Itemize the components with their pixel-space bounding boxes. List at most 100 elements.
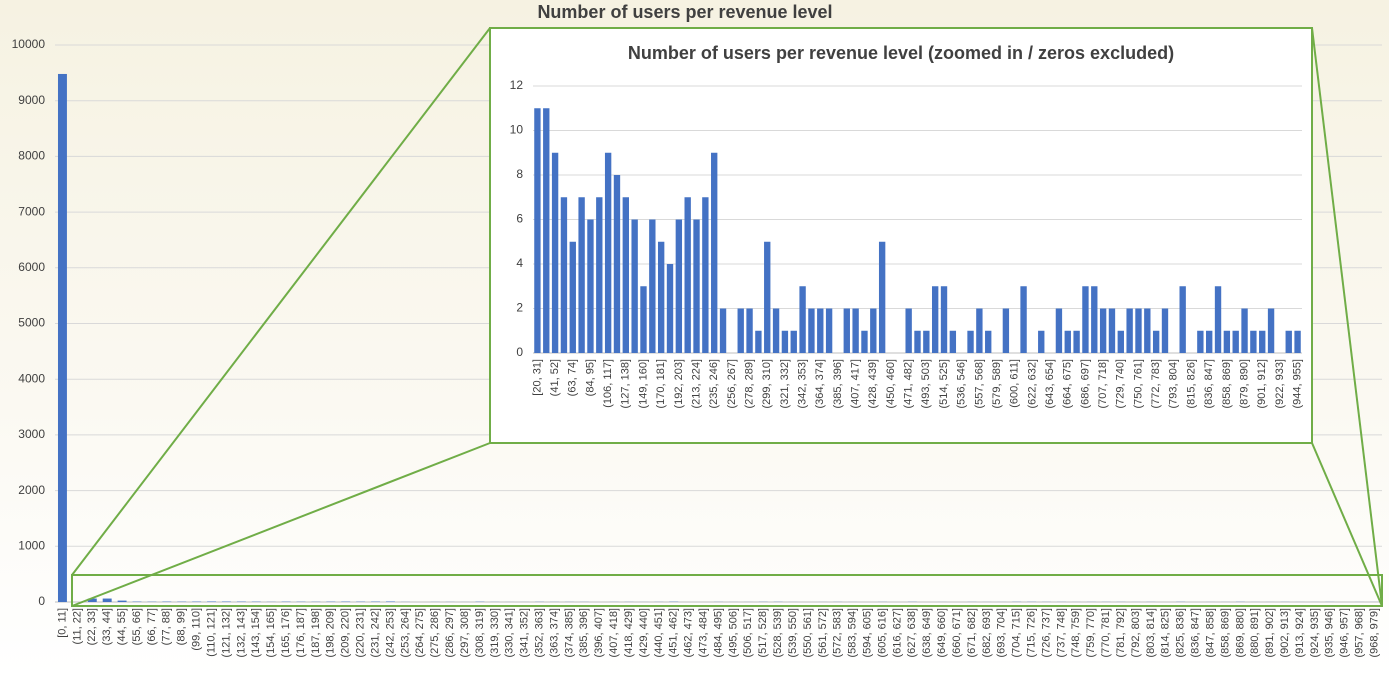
bar [940, 286, 948, 353]
bar [1232, 330, 1239, 353]
bar [1020, 286, 1027, 353]
x-tick-label: (66, 77] [146, 608, 158, 645]
x-tick-label: (579, 589] [991, 359, 1003, 409]
bar [799, 286, 806, 353]
y-tick-label: 2000 [18, 483, 45, 497]
x-tick-label: (572, 583] [832, 608, 844, 658]
bar [1144, 308, 1151, 353]
bar [1250, 330, 1257, 353]
bar [914, 330, 921, 353]
x-tick-label: (231, 242] [369, 608, 381, 658]
x-tick-label: (750, 761] [1132, 359, 1144, 409]
x-tick-label: (342, 353] [796, 359, 808, 409]
bar [102, 598, 112, 602]
x-tick-label: (495, 506] [727, 608, 739, 658]
x-tick-label: (341, 352] [519, 608, 531, 658]
bar [843, 308, 850, 353]
bar [967, 330, 974, 353]
bar [657, 241, 665, 353]
x-tick-label: (913, 924] [1294, 608, 1306, 658]
bar [1267, 308, 1275, 353]
inset-chart: Number of users per revenue level (zoome… [510, 43, 1304, 409]
bar [604, 152, 612, 353]
x-tick-label: (594, 605] [862, 608, 874, 658]
zoom-line [71, 442, 491, 607]
x-tick-label: (707, 718] [1097, 359, 1109, 409]
x-tick-label: (686, 697] [1079, 359, 1091, 409]
bar [1285, 330, 1292, 353]
x-tick-label: (902, 913] [1279, 608, 1291, 658]
bar [870, 308, 877, 353]
x-tick-label: (192, 203] [673, 359, 685, 409]
bar [1064, 330, 1071, 353]
x-tick-label: (836, 847] [1190, 608, 1202, 658]
x-tick-label: (264, 275] [414, 608, 426, 658]
bar [702, 197, 709, 353]
x-tick-label: (891, 902] [1264, 608, 1276, 658]
x-tick-label: (385, 396] [578, 608, 590, 658]
x-tick-label: [20, 31] [531, 359, 543, 396]
x-tick-label: (561, 572] [817, 608, 829, 658]
x-tick-label: (256, 267] [726, 359, 738, 409]
x-tick-label: (493, 503] [920, 359, 932, 409]
bar [808, 308, 815, 353]
bar [693, 219, 700, 353]
bar [622, 197, 629, 353]
y-tick-label: 10000 [12, 37, 46, 51]
x-tick-label: (622, 632] [1026, 359, 1038, 409]
x-tick-label: (374, 385] [563, 608, 575, 658]
bar [1259, 330, 1266, 353]
bar [1206, 330, 1213, 353]
x-tick-label: (946, 957] [1339, 608, 1351, 658]
x-tick-label: (462, 473] [683, 608, 695, 658]
x-tick-label: (396, 407] [593, 608, 605, 658]
x-tick-label: (957, 968] [1354, 608, 1366, 658]
x-tick-label: (364, 374] [814, 359, 826, 409]
x-tick-label: (484, 495] [712, 608, 724, 658]
x-tick-label: (825, 836] [1175, 608, 1187, 658]
bar [649, 219, 656, 353]
x-tick-label: (517, 528] [757, 608, 769, 658]
bar [1082, 286, 1089, 353]
x-tick-label: (154, 165] [265, 608, 277, 658]
x-tick-label: (528, 539] [772, 608, 784, 658]
x-tick-label: (253, 264] [399, 608, 411, 658]
x-tick-label: (278, 289] [743, 359, 755, 409]
bar [386, 601, 395, 602]
bar [207, 601, 217, 602]
bar [931, 286, 939, 353]
bar [923, 330, 930, 353]
bar [543, 108, 550, 353]
x-tick-label: (792, 803] [1130, 608, 1142, 658]
x-tick-label: (299, 310] [761, 359, 773, 409]
x-tick-label: (407, 417] [850, 359, 862, 409]
x-tick-label: (772, 783] [1150, 359, 1162, 409]
x-tick-label: (759, 770] [1085, 608, 1097, 658]
x-tick-label: (88, 99] [176, 608, 188, 645]
x-tick-label: (22, 33] [86, 608, 98, 645]
x-tick-label: (944, 955] [1291, 359, 1303, 409]
bar [1241, 308, 1248, 353]
x-tick-label: (715, 726] [1026, 608, 1038, 658]
x-tick-label: (33, 44] [101, 608, 113, 645]
x-tick-label: (968, 979] [1368, 608, 1380, 658]
x-tick-label: (176, 187] [295, 608, 307, 658]
bar [534, 108, 541, 353]
bar [1108, 308, 1116, 353]
x-tick-label: (286, 297] [444, 608, 456, 658]
bar [551, 152, 559, 353]
bar [1214, 286, 1222, 353]
bar [755, 330, 762, 353]
x-tick-label: (748, 759] [1070, 608, 1082, 658]
y-tick-label: 5000 [18, 316, 45, 330]
x-tick-label: (660, 671] [951, 608, 963, 658]
x-tick-label: (627, 638] [906, 608, 918, 658]
x-tick-label: (471, 482] [903, 359, 915, 409]
y-tick-label: 12 [510, 78, 524, 92]
x-tick-label: (385, 396] [832, 359, 844, 409]
x-tick-label: (781, 792] [1115, 608, 1127, 658]
x-tick-label: (815, 826] [1185, 359, 1197, 409]
x-tick-label: (198, 209] [325, 608, 337, 658]
x-tick-label: (858, 869] [1219, 608, 1231, 658]
